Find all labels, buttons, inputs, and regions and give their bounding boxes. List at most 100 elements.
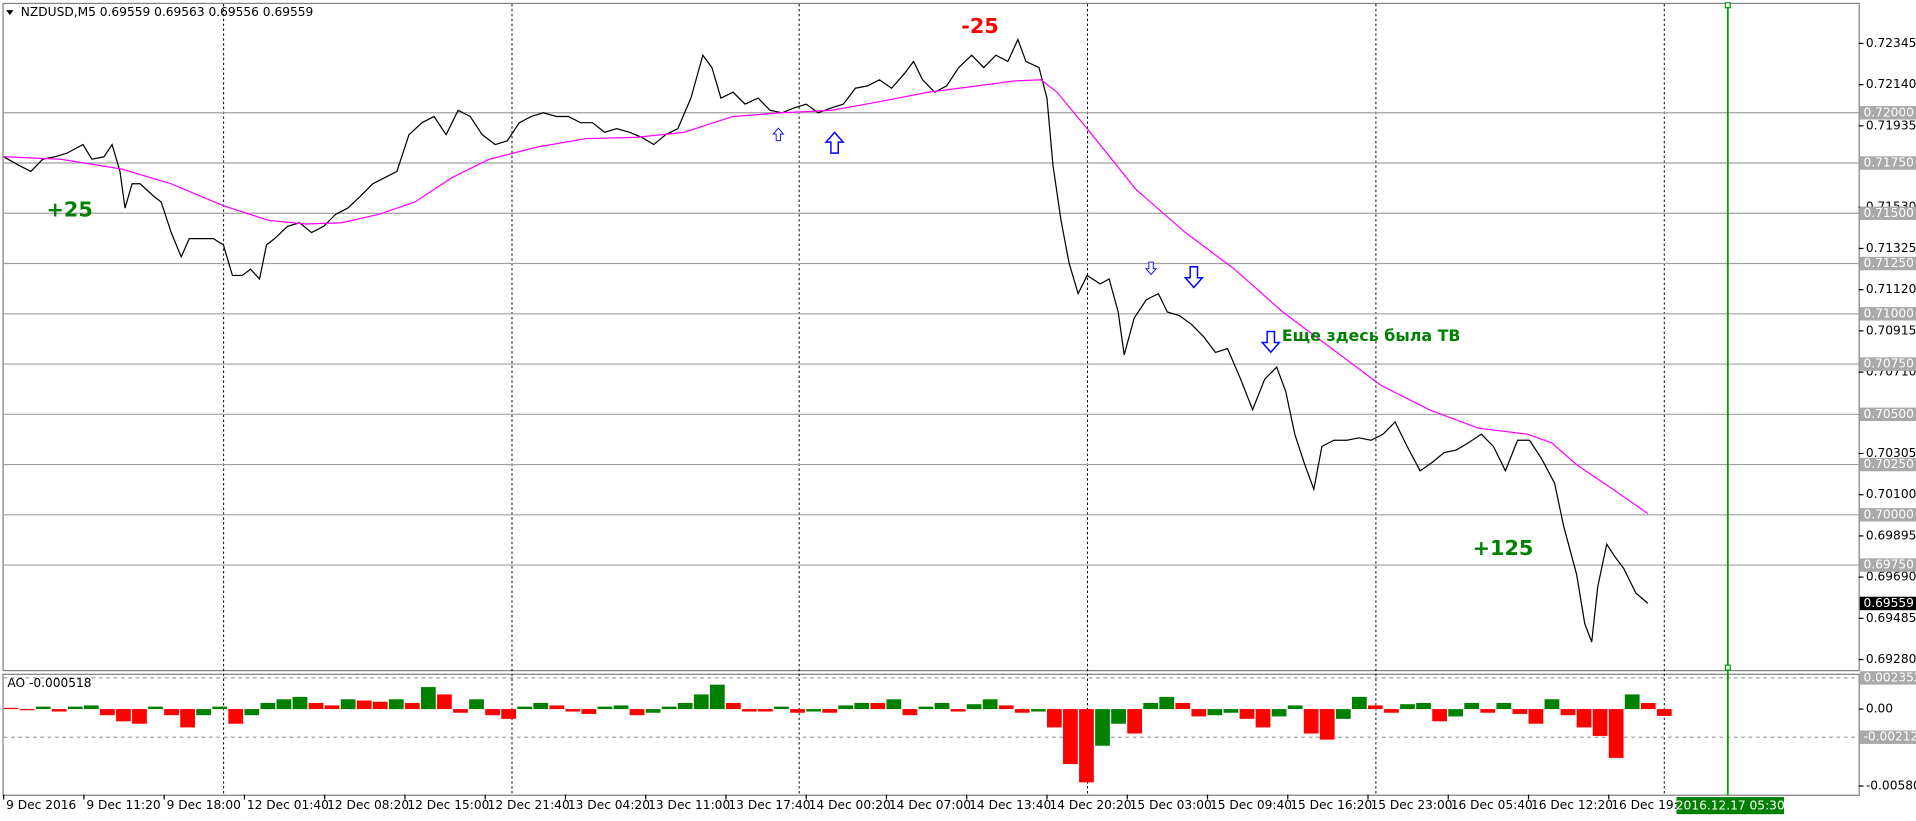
ao-bar <box>1271 709 1287 717</box>
ao-bar <box>661 706 677 710</box>
ao-bar <box>228 709 244 724</box>
ao-bar <box>1560 709 1576 716</box>
x-tick-label: 9 Dec 2016 <box>6 798 76 812</box>
ao-bar <box>148 706 163 710</box>
ao-bar <box>870 702 886 710</box>
ao-bar <box>1287 705 1303 710</box>
y-tick-label: 0.69895 <box>1866 528 1916 542</box>
level-label: 0.72000 <box>1863 105 1913 119</box>
x-tick-label: 12 Dec 15:00 <box>407 798 489 812</box>
level-label-box <box>1859 558 1916 572</box>
ao-bar <box>1544 699 1560 710</box>
ao-bar <box>742 709 757 712</box>
ao-bar <box>340 699 356 710</box>
ao-bar <box>1175 702 1191 710</box>
ao-bar <box>453 709 468 713</box>
ao-bar <box>790 709 805 713</box>
ao-bar <box>116 709 131 722</box>
cursor-handle <box>1724 664 1731 671</box>
ao-bar <box>1143 702 1159 710</box>
y-tick-label: 0.70100 <box>1866 487 1916 501</box>
ao-bar <box>164 709 179 716</box>
marks: 0.723450.721400.719350.715300.713250.711… <box>3 36 1916 812</box>
y-tick-label: 0.72345 <box>1866 36 1916 50</box>
ao-bar <box>501 709 517 719</box>
ao-bar <box>517 706 533 710</box>
ao-bar <box>597 706 613 710</box>
ao-bar <box>1046 709 1062 728</box>
ao-bar <box>1207 709 1223 716</box>
ao-bar <box>725 702 741 710</box>
annotation: +125 <box>1473 536 1534 560</box>
x-tick-label: 13 Dec 17:40 <box>728 798 810 812</box>
y-tick-label: 0.69690 <box>1866 570 1916 584</box>
ao-bar <box>388 699 404 710</box>
up-arrow <box>824 131 845 154</box>
x-tick-label: 9 Dec 18:00 <box>167 798 241 812</box>
level-label-box <box>1859 357 1916 371</box>
ao-bar <box>1592 709 1608 736</box>
annotation: -25 <box>961 14 999 38</box>
x-tick-label: 15 Dec 09:40 <box>1210 798 1292 812</box>
ao-bar <box>613 705 629 710</box>
ao-bar <box>3 707 19 710</box>
ao-bar <box>1608 709 1624 758</box>
x-tick-label: 15 Dec 16:20 <box>1290 798 1372 812</box>
down-arrow <box>1260 330 1281 354</box>
ao-bar <box>822 709 838 713</box>
cursor-label-box <box>1676 797 1785 815</box>
down-arrow <box>1144 261 1158 276</box>
level-label-box <box>1859 457 1916 472</box>
ao-bar <box>1335 709 1351 719</box>
x-tick-label: 12 Dec 08:20 <box>327 798 409 812</box>
y-tick-label: 0.70305 <box>1866 446 1916 460</box>
y-tick-label: 0.69485 <box>1866 611 1916 625</box>
down-arrow <box>1183 266 1205 289</box>
x-tick-label: 14 Dec 20:20 <box>1049 798 1131 812</box>
ao-bar <box>533 702 549 710</box>
ao-bar <box>774 706 789 710</box>
level-label: 0.002352 <box>1863 670 1916 684</box>
x-tick-label: 16 Dec 19:00 <box>1611 798 1693 812</box>
level-label: 0.70250 <box>1863 457 1913 471</box>
ao-bar <box>180 709 195 728</box>
ao-bar <box>19 709 35 711</box>
moving-average <box>3 79 1649 515</box>
ao-bar <box>212 706 228 710</box>
ao-bar <box>51 709 67 712</box>
level-label: 0.70750 <box>1863 357 1913 371</box>
level-label: 0.70000 <box>1863 507 1913 521</box>
level-label-box <box>1859 730 1916 744</box>
x-tick-label: 12 Dec 01:40 <box>247 798 329 812</box>
ao-bar <box>1576 709 1592 728</box>
x-tick-label: 12 Dec 21:40 <box>488 798 570 812</box>
ao-bar <box>469 699 484 710</box>
cursor-label: 2016.12.17 05:30 <box>1676 799 1785 813</box>
price-line <box>3 37 1649 643</box>
level-label: 0.71750 <box>1863 156 1913 170</box>
y-tick-label: 0.71120 <box>1866 282 1916 296</box>
ao-bar <box>1239 709 1255 719</box>
ao-bar <box>1640 702 1656 710</box>
ao-bar <box>1351 696 1367 710</box>
annotation: +25 <box>47 198 93 222</box>
last-price-box <box>1859 596 1916 611</box>
chart-title: NZDUSD,M5 0.69559 0.69563 0.69556 0.6955… <box>21 5 314 19</box>
ao-bar <box>1127 709 1143 734</box>
level-label-box <box>1859 671 1916 685</box>
level-label: 0.70500 <box>1863 407 1913 421</box>
y-tick-label: 0.00 <box>1866 702 1893 716</box>
ao-bar <box>709 684 725 710</box>
x-tick-label: 14 Dec 00:20 <box>809 798 891 812</box>
ao-bar <box>886 699 902 710</box>
ao-bar <box>1432 709 1447 722</box>
ao-bar <box>966 704 982 710</box>
level-label: 0.71500 <box>1863 206 1913 220</box>
ao-bar <box>1368 705 1383 710</box>
ao-bar <box>934 702 950 710</box>
ao-bar <box>677 702 693 710</box>
ao-bar <box>838 705 854 710</box>
ao-bar <box>324 705 340 710</box>
menu-triangle <box>6 10 14 16</box>
